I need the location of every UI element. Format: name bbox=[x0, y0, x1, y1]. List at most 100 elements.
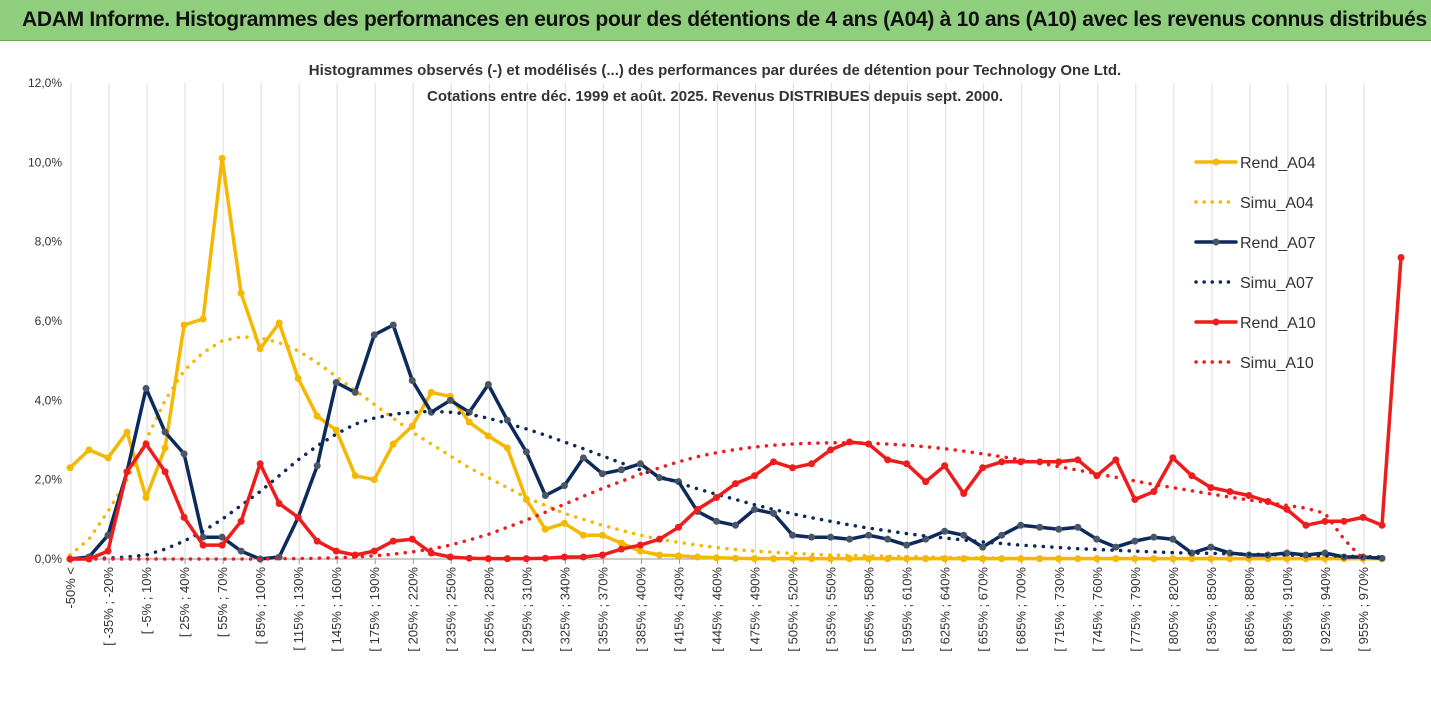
data-point-rend_a07 bbox=[751, 505, 759, 513]
chart-area: -50% < [ -35% ; -20% [ -5% ; 10% [ 25% ; 40… bbox=[0, 41, 1431, 719]
chart-subtitle: Cotations entre déc. 1999 et août. 2025.… bbox=[427, 88, 1003, 105]
x-tick-label: [ 955% ; 970% bbox=[1356, 567, 1371, 652]
data-point-rend_a07 bbox=[998, 531, 1006, 539]
y-tick-label: 0,0% bbox=[35, 552, 63, 566]
data-point-rend_a07 bbox=[332, 378, 340, 386]
x-tick-label: [ 895% ; 910% bbox=[1280, 567, 1295, 652]
data-point-rend_a07 bbox=[770, 509, 778, 517]
data-point-rend_a04 bbox=[218, 154, 226, 162]
x-tick-label: [ 475% ; 490% bbox=[748, 567, 763, 652]
x-tick-label: [ 715% ; 730% bbox=[1052, 567, 1067, 652]
x-tick-label: [ 385% ; 400% bbox=[633, 567, 648, 652]
y-tick-label: 6,0% bbox=[35, 314, 63, 328]
data-point-rend_a04 bbox=[1207, 555, 1215, 563]
data-point-rend_a10 bbox=[770, 458, 778, 466]
data-point-rend_a10 bbox=[142, 440, 150, 448]
data-point-rend_a07 bbox=[808, 533, 816, 541]
data-point-rend_a04 bbox=[142, 494, 150, 502]
data-point-rend_a10 bbox=[332, 547, 340, 555]
data-point-rend_a10 bbox=[1169, 454, 1177, 462]
data-point-rend_a04 bbox=[256, 345, 264, 353]
data-point-rend_a10 bbox=[275, 499, 283, 507]
data-point-rend_a04 bbox=[960, 555, 968, 563]
data-point-rend_a07 bbox=[541, 492, 549, 500]
data-point-rend_a10 bbox=[1207, 484, 1215, 492]
data-point-rend_a07 bbox=[503, 416, 511, 424]
data-point-rend_a04 bbox=[465, 418, 473, 426]
x-tick-label: [ 265% ; 280% bbox=[481, 567, 496, 652]
x-tick-label: [ 325% ; 340% bbox=[557, 567, 572, 652]
legend-label-simu_a10: Simu_A10 bbox=[1240, 355, 1314, 372]
data-point-rend_a07 bbox=[732, 521, 740, 529]
data-point-rend_a07 bbox=[941, 527, 949, 535]
data-point-rend_a10 bbox=[1112, 456, 1120, 464]
data-point-rend_a07 bbox=[636, 460, 644, 468]
axis-layer: -50% < [ -35% ; -20% [ -5% ; 10% [ 25% ; 40… bbox=[28, 76, 1382, 652]
data-point-rend_a07 bbox=[979, 543, 987, 551]
legend-label-rend_a04: Rend_A04 bbox=[1240, 155, 1316, 172]
data-point-rend_a04 bbox=[313, 412, 321, 420]
report-banner: ADAM Informe. Histogrammes des performan… bbox=[0, 0, 1431, 41]
data-point-rend_a10 bbox=[998, 458, 1006, 466]
data-point-rend_a07 bbox=[161, 428, 169, 436]
data-point-rend_a04 bbox=[693, 553, 701, 561]
data-point-rend_a10 bbox=[655, 535, 663, 543]
data-point-rend_a07 bbox=[370, 331, 378, 339]
x-tick-label: [ 625% ; 640% bbox=[938, 567, 953, 652]
data-point-rend_a07 bbox=[598, 470, 606, 478]
data-point-rend_a07 bbox=[199, 533, 207, 541]
data-point-rend_a04 bbox=[808, 555, 816, 563]
data-point-rend_a07 bbox=[1017, 521, 1025, 529]
data-point-rend_a04 bbox=[332, 426, 340, 434]
legend: Rend_A04 Simu_A04 Rend_A07 Simu_A07 Rend_A10… bbox=[1194, 155, 1316, 372]
data-point-rend_a10 bbox=[712, 494, 720, 502]
data-point-rend_a07 bbox=[180, 450, 188, 458]
data-point-rend_a04 bbox=[351, 472, 359, 480]
data-point-rend_a07 bbox=[789, 531, 797, 539]
data-point-rend_a07 bbox=[1093, 535, 1101, 543]
data-point-rend_a04 bbox=[560, 519, 568, 527]
data-point-rend_a10 bbox=[941, 462, 949, 470]
data-point-rend_a10 bbox=[446, 553, 454, 561]
data-point-rend_a04 bbox=[503, 444, 511, 452]
x-tick-label: [ 565% ; 580% bbox=[862, 567, 877, 652]
data-point-rend_a10 bbox=[256, 460, 264, 468]
data-point-rend_a04 bbox=[199, 315, 207, 323]
series-line-rend_a07 bbox=[68, 323, 1384, 561]
y-tick-label: 4,0% bbox=[35, 393, 63, 407]
data-point-rend_a10 bbox=[693, 505, 701, 513]
report-title: ADAM Informe. Histogrammes des performan… bbox=[22, 8, 1427, 31]
data-point-rend_a04 bbox=[732, 554, 740, 562]
data-point-rend_a04 bbox=[865, 555, 873, 563]
data-point-rend_a07 bbox=[351, 388, 359, 396]
data-point-rend_a07 bbox=[408, 377, 416, 384]
data-point-rend_a10 bbox=[427, 549, 435, 557]
y-tick-label: 8,0% bbox=[35, 235, 63, 249]
data-point-rend_a10 bbox=[1397, 254, 1405, 262]
data-point-rend_a10 bbox=[1131, 496, 1139, 503]
data-point-rend_a10 bbox=[732, 480, 740, 488]
series-layer bbox=[66, 154, 1405, 563]
data-point-rend_a10 bbox=[789, 464, 797, 472]
x-tick-label: [ 85% ; 100% bbox=[253, 567, 268, 645]
series-line-simu_a07 bbox=[68, 409, 1384, 561]
data-point-rend_a07 bbox=[1036, 523, 1044, 531]
data-point-rend_a04 bbox=[598, 531, 606, 539]
x-tick-label: [ 235% ; 250% bbox=[443, 567, 458, 652]
x-tick-label: [ 175% ; 190% bbox=[367, 567, 382, 652]
data-point-rend_a10 bbox=[1055, 458, 1063, 466]
data-point-rend_a07 bbox=[579, 454, 587, 462]
x-tick-label: [ 115% ; 130% bbox=[291, 567, 306, 651]
data-point-rend_a07 bbox=[522, 448, 530, 456]
legend-label-rend_a10: Rend_A10 bbox=[1240, 315, 1316, 332]
data-point-rend_a07 bbox=[237, 547, 245, 555]
x-tick-label: [ -5% ; 10% bbox=[139, 567, 154, 635]
data-point-rend_a10 bbox=[751, 472, 759, 480]
data-point-rend_a04 bbox=[541, 525, 549, 533]
data-point-rend_a10 bbox=[389, 537, 397, 545]
x-tick-label: [ 775% ; 790% bbox=[1128, 567, 1143, 652]
data-point-rend_a04 bbox=[579, 531, 587, 539]
x-tick-label: [ 415% ; 430% bbox=[671, 567, 686, 652]
data-point-rend_a04 bbox=[408, 422, 416, 430]
data-point-rend_a10 bbox=[104, 547, 112, 555]
